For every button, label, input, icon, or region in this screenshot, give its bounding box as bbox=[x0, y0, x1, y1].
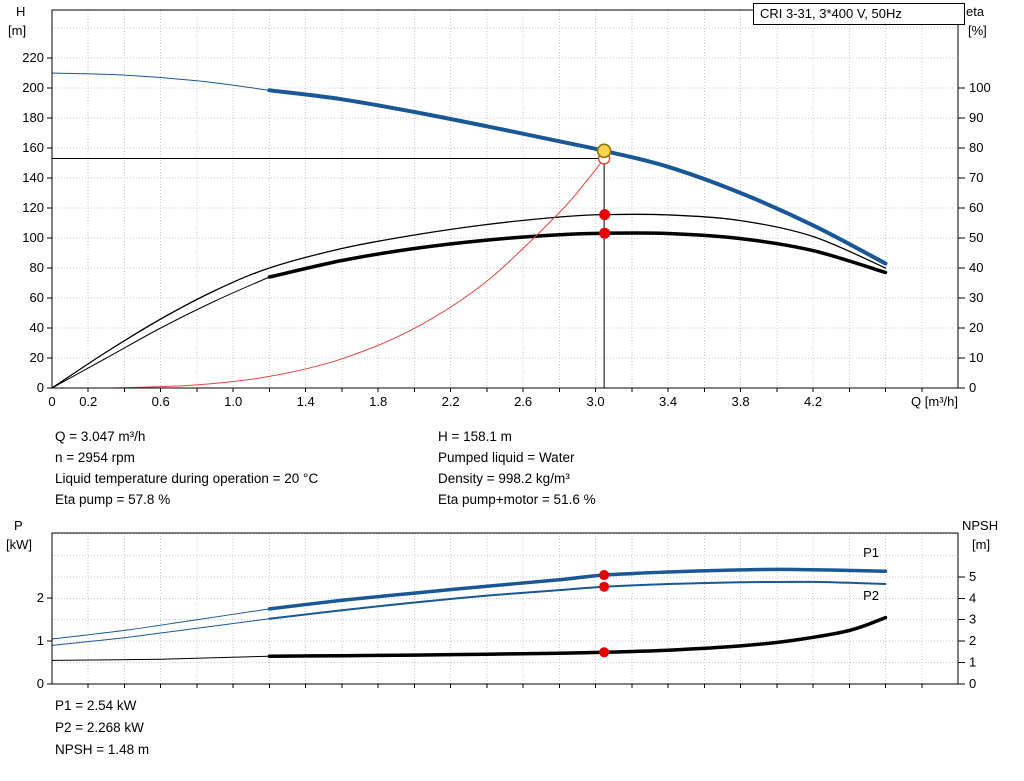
y-right-tick-label: 90 bbox=[969, 110, 983, 125]
y-right-tick-label: 70 bbox=[969, 170, 983, 185]
x-tick-label: 0.2 bbox=[79, 394, 97, 409]
y-left-tick-label: 2 bbox=[37, 590, 44, 605]
info-npsh: NPSH = 1.48 m bbox=[55, 742, 150, 757]
p1-curve-preliminary bbox=[51, 608, 270, 640]
y-right-tick-label: 10 bbox=[969, 350, 983, 365]
y-right-tick-label: 30 bbox=[969, 290, 983, 305]
y-right-tick-label: 0 bbox=[969, 380, 976, 395]
chart-title: CRI 3-31, 3*400 V, 50Hz bbox=[760, 6, 902, 21]
npsh-curve bbox=[267, 615, 888, 658]
y-right-tick-label: 1 bbox=[969, 655, 976, 670]
y-left-tick-label: 40 bbox=[30, 320, 44, 335]
y-left-tick-label: 60 bbox=[30, 290, 44, 305]
y-left-tick-label: 20 bbox=[30, 350, 44, 365]
x-tick-label: 2.6 bbox=[514, 394, 532, 409]
y-right-tick-label: 5 bbox=[969, 569, 976, 584]
x-tick-label: 1.8 bbox=[369, 394, 387, 409]
y-left-axis-title: P bbox=[14, 518, 23, 533]
eta-pump-motor-duty bbox=[599, 227, 611, 239]
info-liquid-temperature: Liquid temperature during operation = 20… bbox=[55, 471, 319, 486]
y-left-tick-label: 1 bbox=[37, 633, 44, 648]
info-p1: P1 = 2.54 kW bbox=[55, 698, 137, 713]
npsh-curve-preliminary bbox=[51, 655, 270, 661]
y-right-tick-label: 4 bbox=[969, 590, 976, 605]
y-left-tick-label: 80 bbox=[30, 260, 44, 275]
y-left-tick-label: 160 bbox=[22, 140, 44, 155]
y-right-tick-label: 40 bbox=[969, 260, 983, 275]
y-right-tick-label: 3 bbox=[969, 612, 976, 627]
x-tick-label: 3.8 bbox=[732, 394, 750, 409]
pump-curve-preliminary bbox=[51, 72, 270, 91]
y-right-tick-label: 50 bbox=[969, 230, 983, 245]
y-left-tick-label: 0 bbox=[37, 676, 44, 691]
y-left-tick-label: 100 bbox=[22, 230, 44, 245]
y-right-axis-title: NPSH bbox=[962, 518, 998, 533]
x-tick-label: 4.2 bbox=[804, 394, 822, 409]
eta-pump-motor-preliminary bbox=[51, 276, 270, 389]
duty-info-bottom: P1 = 2.54 kW P2 = 2.268 kW NPSH = 1.48 m bbox=[55, 695, 149, 761]
info-pumped-liquid: Pumped liquid = Water bbox=[438, 450, 575, 465]
info-speed: n = 2954 rpm bbox=[55, 450, 135, 465]
eta-pump-duty bbox=[599, 209, 611, 221]
duty-point bbox=[596, 143, 612, 159]
p2-curve bbox=[268, 580, 887, 620]
chart-title-box: CRI 3-31, 3*400 V, 50Hz bbox=[753, 3, 965, 25]
y-right-tick-label: 0 bbox=[969, 676, 976, 691]
npsh-duty bbox=[599, 647, 610, 658]
y-right-axis-unit: [m] bbox=[972, 537, 990, 552]
eta-pump-curve bbox=[51, 213, 887, 389]
p1-label: P1 bbox=[863, 545, 879, 560]
info-eta-pump: Eta pump = 57.8 % bbox=[55, 492, 171, 507]
y-right-axis-title: eta bbox=[966, 4, 985, 19]
p1-duty bbox=[599, 570, 610, 581]
y-right-axis-unit: [%] bbox=[968, 23, 987, 38]
info-density: Density = 998.2 kg/m³ bbox=[438, 471, 570, 486]
y-left-axis-title: H bbox=[16, 4, 25, 19]
system-curve bbox=[78, 158, 605, 389]
x-tick-label: 1.0 bbox=[224, 394, 242, 409]
y-left-tick-label: 120 bbox=[22, 200, 44, 215]
y-left-axis-unit: [kW] bbox=[6, 537, 32, 552]
duty-info-right: H = 158.1 m Pumped liquid = Water Densit… bbox=[438, 426, 596, 510]
eta-pump-motor-curve bbox=[267, 231, 888, 279]
y-left-axis-unit: [m] bbox=[8, 23, 26, 38]
x-tick-label: 0.6 bbox=[152, 394, 170, 409]
p2-curve-preliminary bbox=[51, 618, 270, 646]
plot-frame bbox=[51, 9, 959, 389]
hq-efficiency-chart: 0 0.2 0.6 1.0 1.4 1.8 2.2 2.6 3.0 3.4 3.8 4.2 Q [m³/… bbox=[8, 4, 991, 409]
duty-info-left: Q = 3.047 m³/h n = 2954 rpm Liquid tempe… bbox=[55, 426, 318, 510]
p2-duty bbox=[599, 581, 610, 592]
pump-curve bbox=[267, 88, 888, 266]
y-right-tick-label: 100 bbox=[969, 80, 991, 95]
x-axis-title: Q [m³/h] bbox=[911, 394, 958, 409]
plot-frame bbox=[51, 532, 959, 685]
p2-label: P2 bbox=[863, 588, 879, 603]
x-tick-label: 2.2 bbox=[442, 394, 460, 409]
y-right-tick-label: 20 bbox=[969, 320, 983, 335]
y-left-tick-label: 220 bbox=[22, 50, 44, 65]
y-left-tick-label: 200 bbox=[22, 80, 44, 95]
power-npsh-chart: 0 1 2 0 1 2 3 4 5 P [kW] NPSH [m] P1 P2 bbox=[6, 518, 998, 691]
y-right-tick-label: 60 bbox=[969, 200, 983, 215]
info-eta-pump-motor: Eta pump+motor = 51.6 % bbox=[438, 492, 596, 507]
x-tick-label: 0 bbox=[48, 394, 55, 409]
y-left-tick-label: 180 bbox=[22, 110, 44, 125]
info-p2: P2 = 2.268 kW bbox=[55, 720, 144, 735]
x-tick-label: 1.4 bbox=[297, 394, 315, 409]
y-left-tick-label: 140 bbox=[22, 170, 44, 185]
x-tick-label: 3.4 bbox=[659, 394, 677, 409]
y-left-tick-label: 0 bbox=[37, 380, 44, 395]
y-right-tick-label: 2 bbox=[969, 633, 976, 648]
info-head: H = 158.1 m bbox=[438, 429, 512, 444]
y-right-tick-label: 80 bbox=[969, 140, 983, 155]
p1-curve bbox=[267, 567, 888, 611]
x-tick-label: 3.0 bbox=[587, 394, 605, 409]
info-flow: Q = 3.047 m³/h bbox=[55, 429, 146, 444]
